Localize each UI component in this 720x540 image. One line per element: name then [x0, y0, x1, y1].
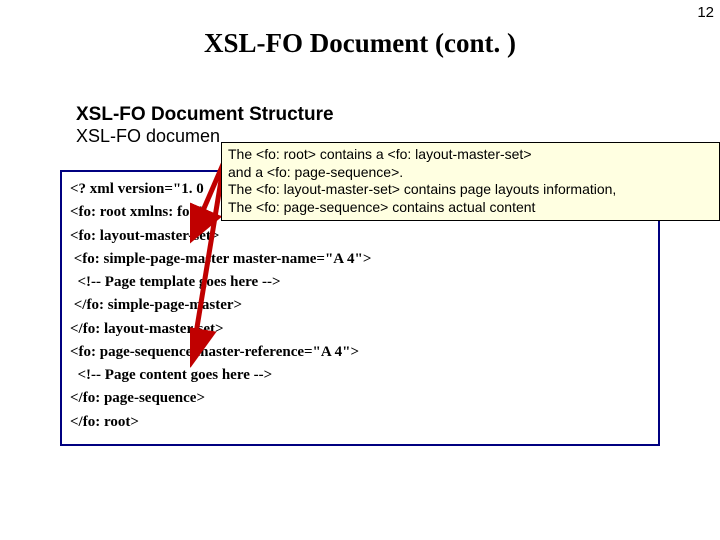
section-subtext: XSL-FO documen — [76, 126, 220, 147]
tooltip-line: The <fo: layout-master-set> contains pag… — [228, 181, 713, 199]
code-line: </fo: layout-master-set> — [70, 318, 650, 341]
code-line: <fo: layout-master-set> — [70, 225, 650, 248]
tooltip-line: and a <fo: page-sequence>. — [228, 164, 713, 182]
code-line: </fo: page-sequence> — [70, 387, 650, 410]
code-line: </fo: root> — [70, 411, 650, 434]
tooltip-line: The <fo: page-sequence> contains actual … — [228, 199, 713, 217]
code-line: <fo: simple-page-master master-name="A 4… — [70, 248, 650, 271]
tooltip-line: The <fo: root> contains a <fo: layout-ma… — [228, 146, 713, 164]
explanation-tooltip: The <fo: root> contains a <fo: layout-ma… — [221, 142, 720, 221]
slide-title: XSL-FO Document (cont. ) — [0, 28, 720, 59]
page-number: 12 — [697, 4, 714, 21]
section-heading: XSL-FO Document Structure — [76, 104, 334, 126]
code-line: <fo: page-sequence master-reference="A 4… — [70, 341, 650, 364]
code-line: <!-- Page template goes here --> — [70, 271, 650, 294]
code-line: <!-- Page content goes here --> — [70, 364, 650, 387]
code-line: </fo: simple-page-master> — [70, 294, 650, 317]
